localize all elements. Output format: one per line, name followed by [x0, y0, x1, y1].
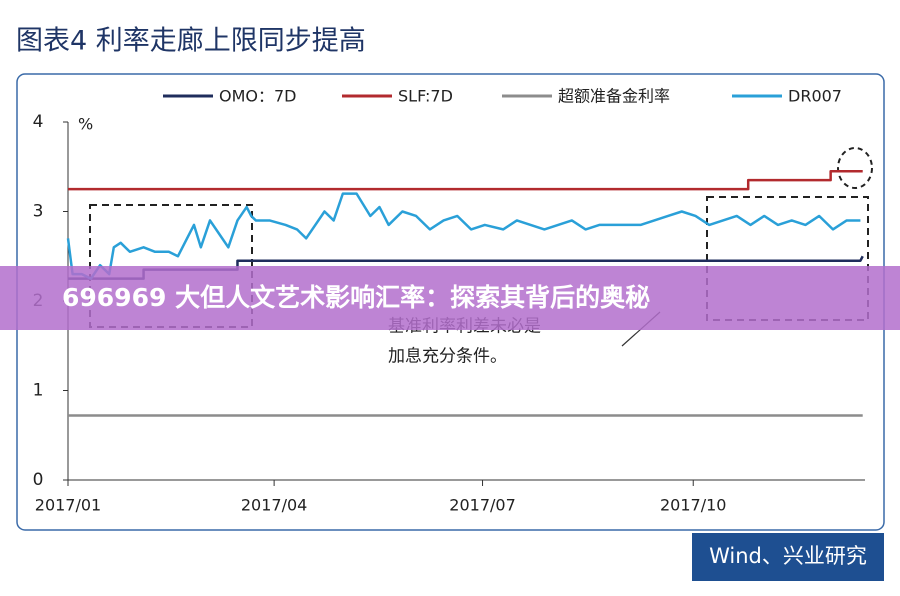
x-tick-label: 2017/01 — [35, 496, 101, 515]
source: Wind、兴业研究 — [709, 544, 867, 568]
line-series — [66, 192, 861, 280]
legend-label: 超额准备金利率 — [558, 87, 670, 106]
x-tick-label: 2017/10 — [660, 496, 726, 515]
y-tick-label: 4 — [33, 112, 44, 132]
y-tick-label: 0 — [33, 470, 44, 490]
legend-label: DR007 — [788, 87, 842, 106]
y-tick-label: 1 — [33, 381, 44, 401]
x-tick-label: 2017/04 — [241, 496, 307, 515]
banner-text: 696969 大但人文艺术影响汇率：探索其背后的奥秘 — [62, 283, 650, 312]
banner — [0, 266, 900, 330]
source-box — [692, 533, 884, 581]
legend-label: SLF:7D — [398, 87, 453, 106]
y-axis-label: % — [78, 115, 93, 134]
x-tick-label: 2017/07 — [449, 496, 515, 515]
highlight-circle — [837, 147, 873, 189]
annotation: 加息充分条件。 — [388, 347, 507, 367]
line-series — [68, 169, 863, 191]
legend-label: OMO：7D — [219, 87, 297, 106]
page-title: 图表4 利率走廊上限同步提高 — [16, 26, 366, 57]
y-tick-label: 3 — [33, 202, 44, 222]
